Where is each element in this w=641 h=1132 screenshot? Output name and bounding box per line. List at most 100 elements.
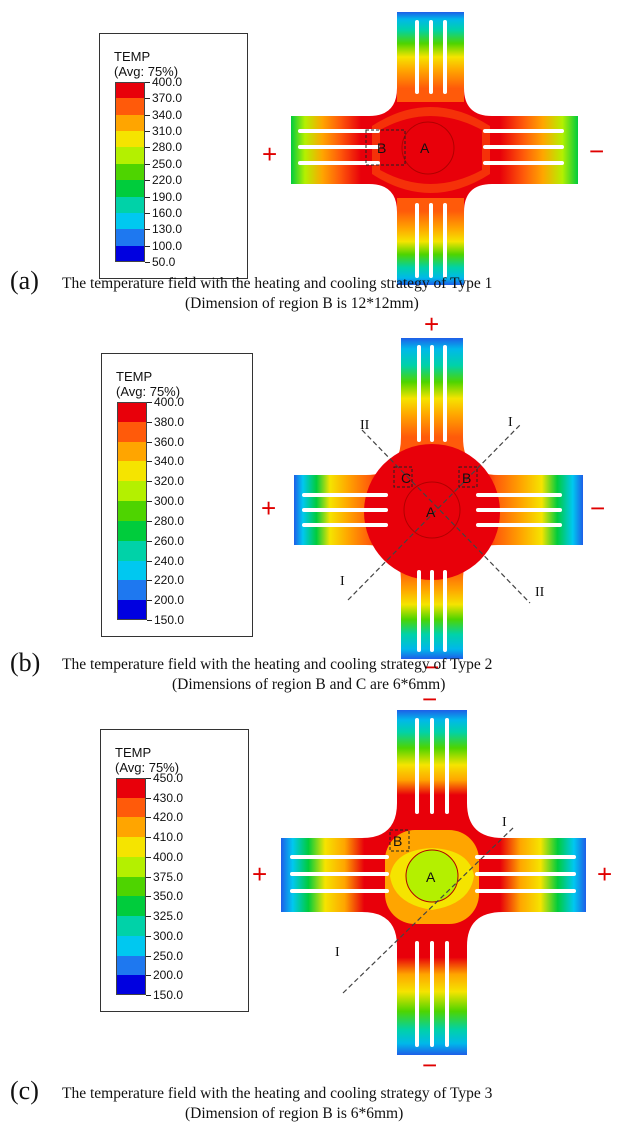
left-polarity-sign: + [252,859,267,889]
region-a-circle [405,849,459,903]
hot-core [364,444,500,580]
legend-swatch [117,600,147,621]
legend-value: 190.0 [152,189,183,204]
legend-swatch [115,180,145,198]
right-arm [500,116,578,184]
panel-a: TEMP (Avg: 75%) 400.0 370.0 340.0 310.0 280.… [0,0,641,320]
left-polarity-sign: + [261,493,276,523]
legend-swatch [116,797,146,818]
caption-line-2: (Dimensions of region B and C are 6*6mm) [172,676,446,693]
legend-swatch [115,229,145,247]
legend-swatch [116,955,146,976]
bottom-polarity-sign: − [422,1050,437,1080]
legend-value: 260.0 [154,533,185,548]
bottom-polarity-sign: − [424,652,439,682]
legend-a: TEMP (Avg: 75%) 400.0 370.0 340.0 310.0 280.… [99,33,248,279]
region-a-circle [401,121,455,175]
legend-tick [147,421,152,423]
legend-tick [147,501,152,503]
legend-value: 280.0 [152,140,183,155]
legend-tick [145,131,150,133]
legend-tick [146,856,151,858]
temperature-field-b: I II I II A B C + − + − [261,309,605,682]
legend-value: 350.0 [153,889,184,904]
cooling-channels [298,20,564,278]
top-polarity-sign: + [424,309,439,339]
legend-value: 100.0 [152,238,183,253]
caption-line-1: The temperature field with the heating a… [62,1085,493,1102]
region-c-box [393,466,413,488]
legend-tick [145,163,150,165]
section-line-ii [361,429,531,604]
legend-tick [147,441,152,443]
region-a-label: A [426,869,436,885]
legend-swatch [116,778,146,799]
legend-subtitle: (Avg: 75%) [114,64,179,79]
legend-swatch [117,481,147,502]
legend-tick [145,262,150,263]
region-a-label: A [420,140,430,156]
legend-value: 450.0 [153,771,184,785]
legend-value: 400.0 [154,395,185,409]
legend-title: TEMP [115,745,152,760]
legend-tick [147,461,152,463]
region-c-label: C [401,470,411,486]
legend-value: 240.0 [154,553,185,568]
legend-tick [145,180,150,182]
legend-swatch [116,817,146,838]
legend-swatch [115,245,145,263]
caption-letter: (b) [10,648,41,677]
top-polarity-sign: − [422,684,437,714]
region-b-box [365,129,406,166]
legend-tick [146,995,151,996]
legend-tick [146,797,151,799]
legend-swatch [115,212,145,230]
legend-tick [146,896,151,898]
temperature-field-a: A B + − [262,12,604,285]
section-i-label-bottom: I [335,945,340,960]
legend-value: 50.0 [152,255,176,269]
legend-value: 370.0 [152,91,183,106]
legend-tick [147,580,152,582]
legend-tick [147,540,152,542]
legend-title: TEMP [114,49,151,64]
legend-value: 250.0 [153,948,184,963]
temperature-field-c: I I A B − − + + [252,684,612,1080]
section-ii-label-bottom: II [535,585,545,600]
panel-c: TEMP (Avg: 75%) 450.0 430.0 420.0 410.0 400.… [0,684,641,1132]
legend-title: TEMP [116,369,153,384]
legend-swatch [116,935,146,957]
legend-tick [146,916,151,918]
caption-line-2: (Dimension of region B is 12*12mm) [185,295,419,312]
legend-swatch [117,520,147,542]
legend-value: 325.0 [153,909,184,924]
right-polarity-sign: − [590,493,605,523]
legend-subtitle: (Avg: 75%) [115,760,180,775]
legend-b: TEMP (Avg: 75%) 400.0 380.0 360.0 340.0 320.… [101,353,253,637]
left-polarity-sign: + [262,139,277,169]
legend-swatch [117,461,147,482]
legend-tick [147,481,152,483]
caption-letter: (a) [10,266,39,295]
legend-value: 400.0 [152,75,183,89]
legend-value: 150.0 [153,988,184,1002]
legend-swatch [117,540,147,562]
section-i-label-top: I [508,415,513,430]
legend-tick [145,114,150,116]
legend-swatch [116,876,146,897]
legend-swatch [116,837,146,858]
legend-swatch [115,98,145,116]
legend-value: 220.0 [154,573,185,588]
legend-tick [146,778,151,779]
legend-value: 250.0 [152,156,183,171]
legend-c: TEMP (Avg: 75%) 450.0 430.0 420.0 410.0 400.… [100,729,249,1012]
legend-subtitle: (Avg: 75%) [116,384,181,399]
legend-tick [145,245,150,247]
legend-tick [146,935,151,937]
legend-value: 410.0 [153,830,184,845]
legend-tick [145,147,150,149]
legend-swatch [116,856,146,878]
region-a-circle [403,481,461,539]
right-polarity-sign: − [589,136,604,166]
caption-line-1: The temperature field with the heating a… [62,656,493,673]
